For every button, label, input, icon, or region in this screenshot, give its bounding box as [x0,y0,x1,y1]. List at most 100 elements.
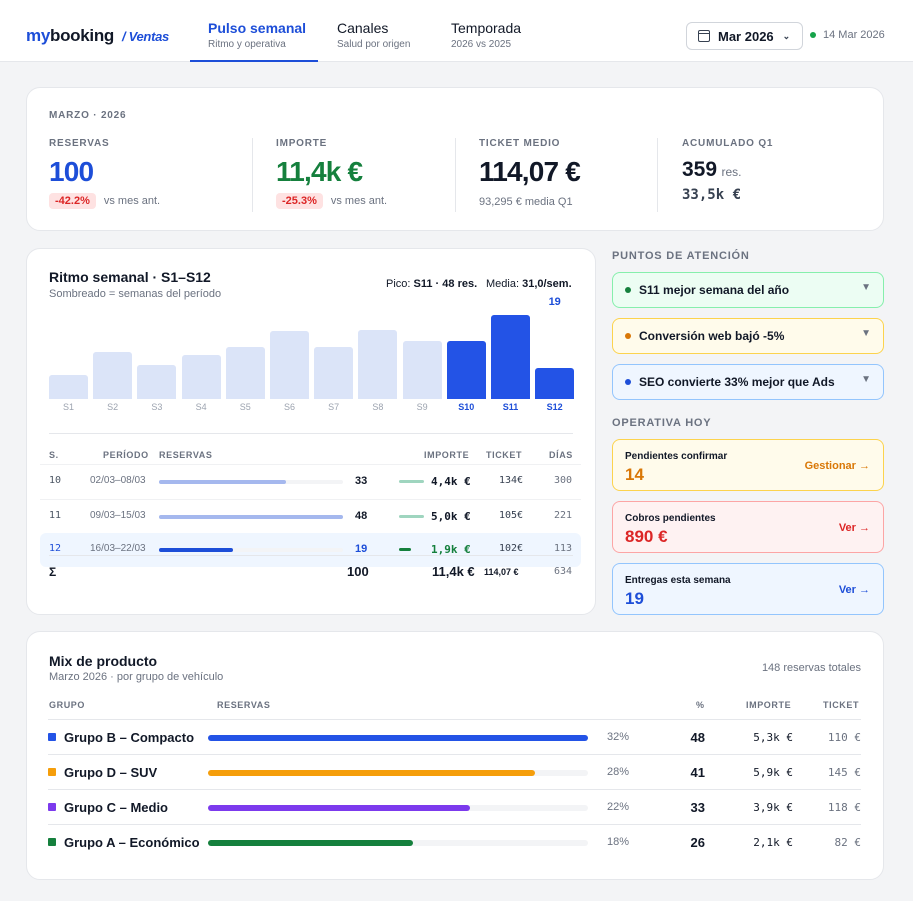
status-dot [810,32,816,38]
brand-booking: booking [49,26,114,45]
col-header-periodo: PERÍODO [103,450,149,460]
chart-bar [225,347,265,399]
col-header-pct: % [696,700,705,710]
kpi-value: 11,4k € [276,156,363,187]
group-name: Grupo A – Económico [64,835,200,850]
table-row[interactable]: 10 02/03–08/03 33 4,4k € 134€ 300 [40,464,581,498]
reservas-bar [159,480,343,484]
delta-badge: -42.2% [49,193,96,209]
kpi-label: TICKET MEDIO [479,138,561,149]
tab-label: Temporada [451,20,522,36]
avg-stat: Media: 31,0/sem. [486,278,572,290]
op-action-link[interactable]: Ver → [838,522,870,534]
alert-item[interactable]: S11 mejor semana del año ▼ [612,272,884,308]
group-pct: 22% [607,801,630,813]
tab-canales[interactable]: Canales Salud por origen [337,20,437,62]
delta-badge: -25.3% [276,193,323,209]
row-week: 10 [49,475,62,486]
summary-period: MARZO · 2026 [49,110,127,121]
row-period: 16/03–22/03 [90,543,146,554]
kpi-label: IMPORTE [276,138,328,149]
kpi-label: RESERVAS [49,138,110,149]
group-name: Grupo B – Compacto [64,730,195,745]
month-selector[interactable]: Mar 2026 ⌄ [686,22,803,50]
total-dias: 634 [554,566,573,577]
reservas-bar [208,840,588,846]
kpi-reservas: RESERVAS 100 -42.2% vs mes ant. [49,138,160,209]
peak-label: Pico: [386,278,411,290]
total-label: Σ [49,565,57,579]
importe-spark [399,548,411,551]
kpi-note: 93,295 € media Q1 [479,196,573,208]
op-value: 19 [625,589,644,608]
row-reservas: 19 [355,543,368,555]
group-importe: 2,1k € [753,836,793,849]
reservas-bar [159,514,343,519]
reservas-bar [208,805,588,811]
table-row[interactable]: 11 09/03–15/03 48 5,0k € 105€ 221 [40,498,581,533]
chart-tick-label: S4 [195,402,207,412]
mix-row[interactable]: Grupo A – Económico 18% 26 2,1k € 82 € [48,824,861,859]
reservas-bar-fill [159,480,286,484]
mix-row[interactable]: Grupo C – Medio 22% 33 3,9k € 118 € [48,789,861,824]
brand-my: my [26,26,50,45]
divider [49,555,573,556]
peak-stat: Pico: S11 · 48 res. [386,278,477,290]
reservas-bar-fill [159,514,343,519]
avg-label: Media: [486,278,520,290]
table-row[interactable]: 12 16/03–22/03 19 1,9k € 102€ 113 [40,533,581,567]
row-dias: 221 [554,509,573,521]
group-reservas: 33 [690,800,705,815]
tab-temporada[interactable]: Temporada 2026 vs 2025 [451,20,551,62]
top-bar: mybooking / Ventas Pulso semanal Ritmo y … [0,0,913,62]
chart-bar [137,365,177,399]
reservas-bar-fill [208,735,588,741]
brand-logo[interactable]: mybooking / Ventas [26,26,169,46]
chart-tick-label: S6 [283,402,295,412]
group-color-swatch [48,838,56,846]
kpi-value: 114,07 € [479,156,581,187]
row-dias: 300 [554,475,573,486]
month-selector-value: Mar 2026 [718,28,774,44]
mix-row[interactable]: Grupo B – Compacto 32% 48 5,3k € 110 € [48,719,861,754]
mix-subtitle: Marzo 2026 · por grupo de vehículo [49,671,224,683]
group-reservas: 41 [690,765,705,780]
alert-item[interactable]: SEO convierte 33% mejor que Ads ▼ [612,364,884,400]
reservas-bar-fill [159,548,233,552]
col-header-grupo: GRUPO [49,700,86,710]
section-label: / Ventas [121,29,169,44]
op-entregas: Entregas esta semana 19 Ver → [612,563,884,615]
group-color-swatch [48,803,56,811]
alert-text: SEO convierte 33% mejor que Ads [639,375,835,389]
chart-data-label: 19 [548,296,561,308]
row-importe: 5,0k € [431,509,471,523]
row-importe: 1,9k € [431,543,471,556]
peak-value: S11 · 48 res. [413,278,478,290]
row-dias: 113 [554,543,573,554]
chart-bar [446,340,486,399]
kpi-ticket-medio: TICKET MEDIO 114,07 € 93,295 € media Q1 [479,138,581,208]
col-header-dias: DÍAS [549,450,573,460]
op-value: 890 € [625,527,668,546]
mix-row[interactable]: Grupo D – SUV 28% 41 5,9k € 145 € [48,754,861,789]
mix-total: 148 reservas totales [761,662,861,674]
group-name: Grupo C – Medio [64,800,168,815]
op-label: Pendientes confirmar [625,451,728,462]
row-ticket: 105€ [499,509,524,521]
chart-tick-label: S1 [62,402,74,412]
tab-pulso-semanal[interactable]: Pulso semanal Ritmo y operativa [190,20,318,62]
avg-value: 31,0/sem. [522,278,572,290]
tab-sublabel: Ritmo y operativa [208,39,286,50]
op-action-link[interactable]: Ver → [838,584,870,596]
group-reservas: 26 [690,835,705,850]
group-color-swatch [48,768,56,776]
group-pct: 32% [607,731,630,743]
alert-item[interactable]: Conversión web bajó -5% ▼ [612,318,884,354]
reservas-bar-fill [208,840,414,846]
chart-tick-label: S9 [416,402,428,412]
op-action-link[interactable]: Gestionar → [804,460,870,472]
row-ticket: 102€ [499,543,524,554]
kpi-value: 359 [682,158,718,181]
attention-title: PUNTOS DE ATENCIÓN [612,250,750,262]
reservas-bar [159,548,343,552]
